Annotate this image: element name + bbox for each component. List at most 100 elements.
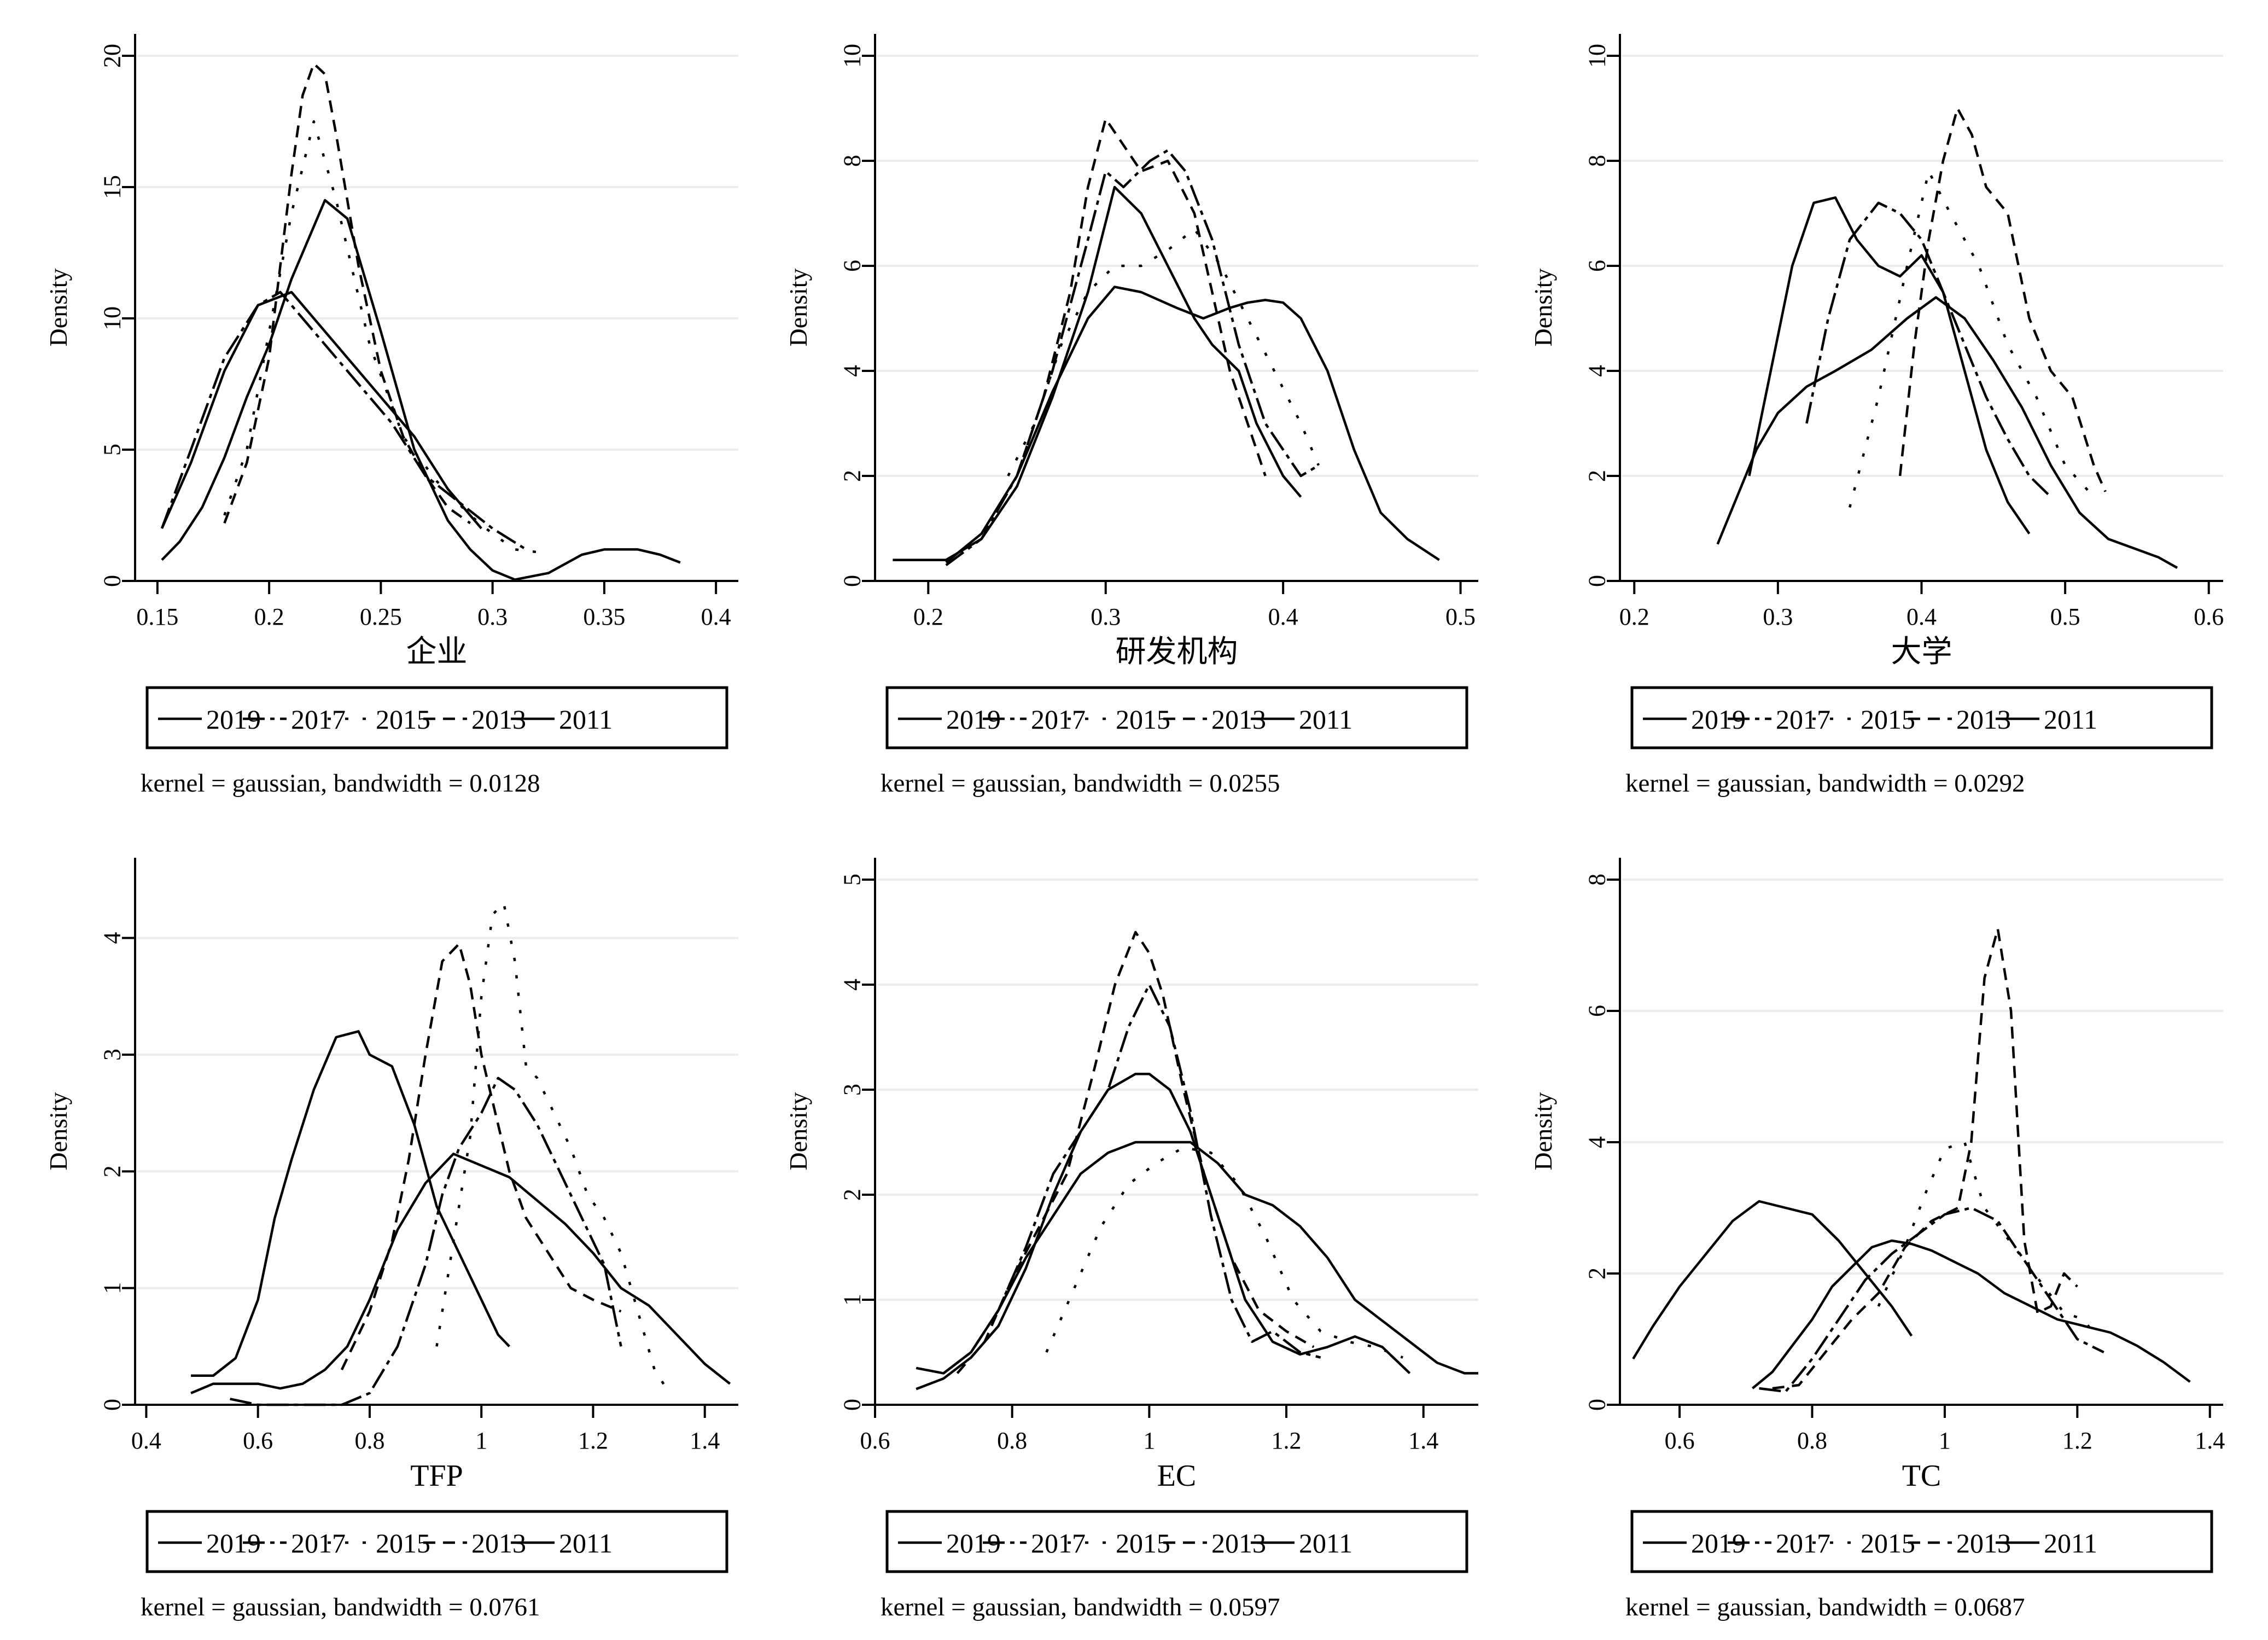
series-line-2019 xyxy=(916,1141,1478,1375)
series-line-2019 xyxy=(1632,1200,1913,1360)
x-tick-label: 0.35 xyxy=(583,603,625,630)
y-axis-title: Density xyxy=(1529,1092,1557,1170)
x-tick-label: 0.2 xyxy=(254,603,284,630)
series-line-2015 xyxy=(1007,228,1320,477)
legend: 2019 2017 2015 2013 2011 xyxy=(885,686,1468,749)
y-tick-label: 8 xyxy=(1584,874,1611,886)
y-tick-label: 0 xyxy=(1584,1399,1611,1411)
x-tick-label: 0.5 xyxy=(2050,603,2080,630)
x-tick-label: 1.2 xyxy=(578,1427,608,1454)
y-tick-label: 3 xyxy=(839,1084,866,1096)
y-axis-title: Density xyxy=(1529,268,1557,346)
x-tick-label: 0.4 xyxy=(701,603,731,630)
series-line-2013 xyxy=(956,931,1315,1374)
y-axis-title: Density xyxy=(784,268,812,346)
legend-label-2017: 2017 xyxy=(1031,1528,1086,1558)
y-tick-label: 4 xyxy=(839,365,866,377)
series-line-2011 xyxy=(916,1072,1411,1391)
y-tick-label: 1 xyxy=(839,1294,866,1306)
legend-label-2011: 2011 xyxy=(1299,1528,1352,1558)
kernel-note: kernel = gaussian, bandwidth = 0.0761 xyxy=(141,1593,540,1621)
legend-label-2011: 2011 xyxy=(2044,1528,2097,1558)
x-tick-label: 0.6 xyxy=(1665,1427,1695,1454)
y-tick-label: 5 xyxy=(839,874,866,886)
kernel-note: kernel = gaussian, bandwidth = 0.0255 xyxy=(881,769,1280,798)
y-axis-title: Density xyxy=(44,1092,72,1170)
y-tick-label: 0 xyxy=(99,1399,126,1411)
y-tick-label: 0 xyxy=(1584,575,1611,587)
series-line-2015 xyxy=(1045,1146,1403,1359)
legend-label-2015: 2015 xyxy=(1861,704,1915,735)
y-tick-label: 2 xyxy=(839,470,866,482)
x-tick-label: 0.15 xyxy=(136,603,178,630)
series-line-2019 xyxy=(160,290,482,530)
y-tick-label: 5 xyxy=(99,444,126,456)
y-tick-label: 8 xyxy=(839,155,866,167)
series-line-2011 xyxy=(1716,296,2178,569)
legend-label-2017: 2017 xyxy=(291,704,346,735)
y-tick-label: 6 xyxy=(1584,1005,1611,1017)
x-tick-label: 0.6 xyxy=(2194,603,2224,630)
x-axis-title: TC xyxy=(1902,1459,1941,1493)
y-tick-label: 2 xyxy=(1584,1267,1611,1280)
x-tick-label: 1.4 xyxy=(2195,1427,2225,1454)
kernel-note: kernel = gaussian, bandwidth = 0.0687 xyxy=(1625,1593,2025,1621)
y-tick-label: 4 xyxy=(839,979,866,991)
legend-label-2017: 2017 xyxy=(1776,1528,1830,1558)
y-tick-label: 10 xyxy=(99,306,126,330)
legend-label-2015: 2015 xyxy=(1861,1528,1915,1558)
y-tick-label: 4 xyxy=(1584,1136,1611,1148)
legend-label-2017: 2017 xyxy=(291,1528,346,1558)
series-line-2017 xyxy=(1805,201,2052,498)
x-tick-label: 0.5 xyxy=(1445,603,1476,630)
series-line-2011 xyxy=(945,286,1440,564)
y-tick-label: 10 xyxy=(839,44,866,68)
x-tick-label: 1 xyxy=(1143,1427,1155,1454)
x-tick-label: 0.2 xyxy=(913,603,943,630)
x-tick-label: 1 xyxy=(1939,1427,1951,1454)
y-tick-label: 2 xyxy=(1584,470,1611,482)
series-line-2013 xyxy=(1016,117,1267,476)
series-line-2019 xyxy=(893,185,1302,561)
legend-label-2011: 2011 xyxy=(1299,704,1352,735)
y-tick-label: 3 xyxy=(99,1049,126,1061)
series-line-2019 xyxy=(1748,196,2031,534)
kernel-note: kernel = gaussian, bandwidth = 0.0128 xyxy=(141,769,540,798)
y-tick-label: 15 xyxy=(99,175,126,199)
x-tick-label: 0.3 xyxy=(477,603,508,630)
legend-label-2011: 2011 xyxy=(2044,704,2097,735)
series-line-2011 xyxy=(190,1153,731,1394)
x-tick-label: 0.8 xyxy=(1797,1427,1827,1454)
y-tick-label: 2 xyxy=(99,1165,126,1177)
x-tick-label: 1.4 xyxy=(690,1427,720,1454)
series-line-2019 xyxy=(191,1030,510,1377)
x-tick-label: 0.3 xyxy=(1091,603,1121,630)
legend-label-2015: 2015 xyxy=(1116,704,1170,735)
x-axis-title: TFP xyxy=(410,1459,463,1493)
y-tick-label: 1 xyxy=(99,1282,126,1294)
series-line-2013 xyxy=(340,943,622,1370)
series-line-2017 xyxy=(160,290,527,551)
series-line-2017 xyxy=(230,1077,622,1406)
density-panel-1: 0 5 10 15 20 0.15 0.2 0.25 0.3 0.35 0.4 企业 Density 20… xyxy=(44,34,738,798)
y-tick-label: 0 xyxy=(839,1399,866,1411)
x-tick-label: 0.4 xyxy=(1906,603,1937,630)
x-tick-label: 1.4 xyxy=(1408,1427,1438,1454)
legend: 2019 2017 2015 2013 2011 xyxy=(145,1510,728,1573)
y-tick-label: 0 xyxy=(99,575,126,587)
y-tick-label: 6 xyxy=(1584,260,1611,272)
y-tick-label: 4 xyxy=(1584,365,1611,377)
series-line-2013 xyxy=(1898,107,2107,492)
x-tick-label: 0.4 xyxy=(1268,603,1298,630)
x-axis-title: EC xyxy=(1157,1459,1197,1493)
y-tick-label: 20 xyxy=(99,44,126,68)
legend: 2019 2017 2015 2013 2011 xyxy=(885,1510,1468,1573)
series-line-2011 xyxy=(161,199,681,581)
x-tick-label: 0.4 xyxy=(131,1427,161,1454)
x-tick-label: 0.2 xyxy=(1619,603,1649,630)
